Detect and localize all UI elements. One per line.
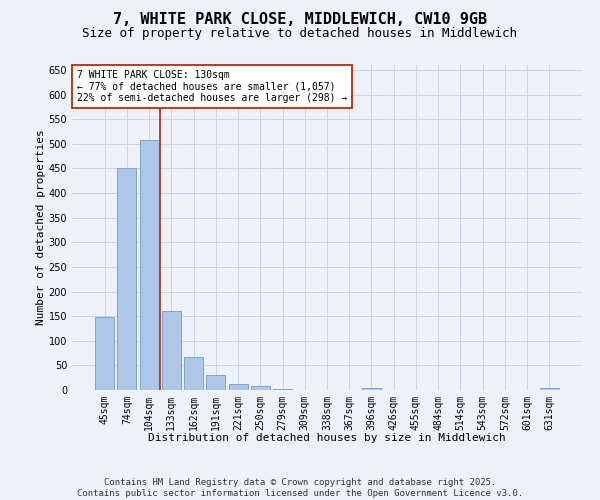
Bar [184,357,203,390]
Bar [206,375,225,390]
Bar [162,311,181,390]
Text: Contains HM Land Registry data © Crown copyright and database right 2025.
Contai: Contains HM Land Registry data © Crown c… [77,478,523,498]
Text: 7, WHITE PARK CLOSE, MIDDLEWICH, CW10 9GB: 7, WHITE PARK CLOSE, MIDDLEWICH, CW10 9G… [113,12,487,28]
Bar [540,388,559,390]
Bar [118,168,136,390]
Y-axis label: Number of detached properties: Number of detached properties [36,130,46,326]
Text: Size of property relative to detached houses in Middlewich: Size of property relative to detached ho… [83,28,517,40]
Bar [95,317,114,390]
Bar [229,384,248,390]
Bar [362,388,381,390]
Bar [140,140,158,390]
X-axis label: Distribution of detached houses by size in Middlewich: Distribution of detached houses by size … [148,433,506,443]
Text: 7 WHITE PARK CLOSE: 130sqm
← 77% of detached houses are smaller (1,057)
22% of s: 7 WHITE PARK CLOSE: 130sqm ← 77% of deta… [77,70,347,103]
Bar [251,386,270,390]
Bar [273,388,292,390]
